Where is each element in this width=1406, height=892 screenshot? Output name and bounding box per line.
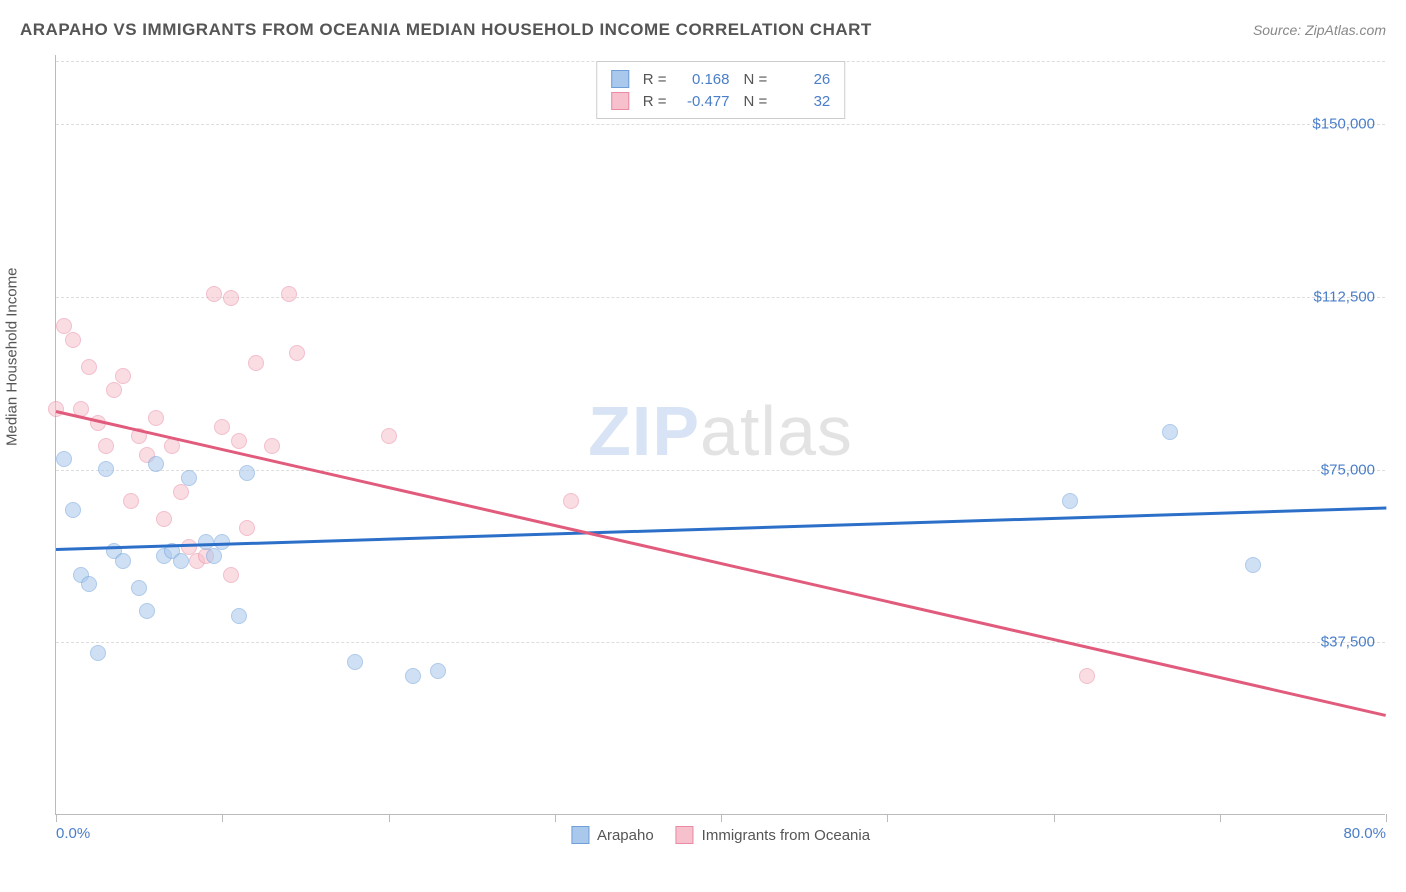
gridline (56, 124, 1385, 125)
x-tick (721, 814, 722, 822)
scatter-point (65, 332, 81, 348)
watermark-part2: atlas (700, 392, 853, 470)
scatter-point (56, 451, 72, 467)
arapaho-swatch-icon (611, 70, 629, 88)
x-tick (1386, 814, 1387, 822)
x-tick (222, 814, 223, 822)
scatter-point (81, 576, 97, 592)
arapaho-label: Arapaho (597, 827, 654, 844)
legend-row-oceania: R = -0.477 N = 32 (611, 90, 831, 112)
x-tick (555, 814, 556, 822)
scatter-point (98, 461, 114, 477)
gridline (56, 642, 1385, 643)
scatter-point (430, 663, 446, 679)
scatter-point (239, 465, 255, 481)
trend-line (56, 410, 1387, 716)
scatter-point (1245, 557, 1261, 573)
scatter-point (156, 511, 172, 527)
scatter-point (206, 548, 222, 564)
x-tick (1220, 814, 1221, 822)
scatter-point (1079, 668, 1095, 684)
gridline (56, 470, 1385, 471)
x-tick-label: 0.0% (56, 825, 90, 842)
scatter-point (1162, 424, 1178, 440)
scatter-point (223, 567, 239, 583)
scatter-point (381, 428, 397, 444)
oceania-label: Immigrants from Oceania (702, 827, 870, 844)
x-tick (887, 814, 888, 822)
scatter-point (214, 419, 230, 435)
scatter-point (181, 470, 197, 486)
y-tick-label: $112,500 (1314, 288, 1375, 305)
scatter-point (131, 580, 147, 596)
y-axis-label: Median Household Income (4, 268, 21, 446)
source-label: Source: ZipAtlas.com (1253, 22, 1386, 38)
series-legend: Arapaho Immigrants from Oceania (571, 826, 870, 844)
legend-row-arapaho: R = 0.168 N = 26 (611, 68, 831, 90)
scatter-point (281, 286, 297, 302)
chart-header: ARAPAHO VS IMMIGRANTS FROM OCEANIA MEDIA… (20, 20, 1386, 40)
y-tick-label: $75,000 (1321, 461, 1375, 478)
scatter-point (148, 410, 164, 426)
arapaho-r-value: 0.168 (675, 71, 730, 88)
y-tick-label: $150,000 (1312, 116, 1375, 133)
r-label: R = (643, 71, 667, 88)
x-tick (56, 814, 57, 822)
scatter-point (405, 668, 421, 684)
scatter-point (239, 520, 255, 536)
oceania-swatch-icon (611, 92, 629, 110)
oceania-n-value: 32 (775, 93, 830, 110)
oceania-swatch-icon (676, 826, 694, 844)
scatter-point (264, 438, 280, 454)
correlation-legend: R = 0.168 N = 26 R = -0.477 N = 32 (596, 61, 846, 119)
r-label: R = (643, 93, 667, 110)
scatter-point (223, 290, 239, 306)
scatter-point (1062, 493, 1078, 509)
scatter-point (123, 493, 139, 509)
arapaho-swatch-icon (571, 826, 589, 844)
scatter-point (115, 368, 131, 384)
scatter-point (65, 502, 81, 518)
scatter-point (248, 355, 264, 371)
y-tick-label: $37,500 (1321, 634, 1375, 651)
scatter-point (98, 438, 114, 454)
scatter-point (148, 456, 164, 472)
trend-line (56, 506, 1386, 550)
chart-title: ARAPAHO VS IMMIGRANTS FROM OCEANIA MEDIA… (20, 20, 872, 40)
scatter-point (289, 345, 305, 361)
scatter-point (347, 654, 363, 670)
watermark-part1: ZIP (588, 392, 700, 470)
n-label: N = (744, 93, 768, 110)
scatter-point (115, 553, 131, 569)
scatter-point (231, 608, 247, 624)
scatter-point (81, 359, 97, 375)
arapaho-n-value: 26 (775, 71, 830, 88)
scatter-point (173, 484, 189, 500)
scatter-point (139, 603, 155, 619)
scatter-point (90, 645, 106, 661)
oceania-r-value: -0.477 (675, 93, 730, 110)
x-tick (1054, 814, 1055, 822)
watermark: ZIPatlas (588, 391, 853, 471)
scatter-point (206, 286, 222, 302)
chart-plot-area: ZIPatlas $37,500$75,000$112,500$150,000 … (55, 55, 1385, 815)
n-label: N = (744, 71, 768, 88)
gridline (56, 297, 1385, 298)
legend-item-arapaho: Arapaho (571, 826, 654, 844)
scatter-point (563, 493, 579, 509)
scatter-point (106, 382, 122, 398)
scatter-point (48, 401, 64, 417)
x-tick (389, 814, 390, 822)
scatter-point (231, 433, 247, 449)
legend-item-oceania: Immigrants from Oceania (676, 826, 870, 844)
x-tick-label: 80.0% (1343, 825, 1386, 842)
scatter-point (173, 553, 189, 569)
